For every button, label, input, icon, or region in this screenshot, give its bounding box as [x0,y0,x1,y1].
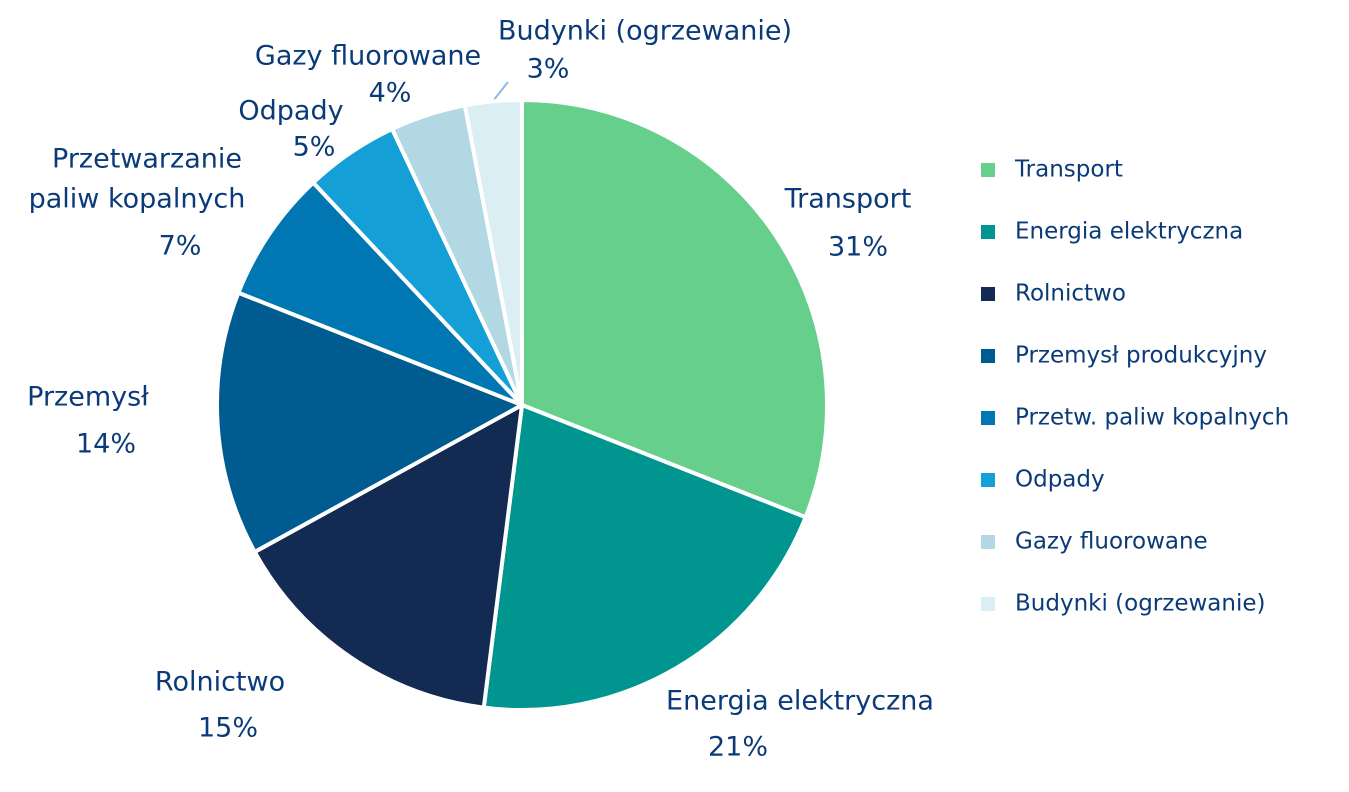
slice-label: Budynki (ogrzewanie) [498,16,792,47]
slice-label: Transport [784,184,912,215]
legend-swatch [981,597,995,611]
legend-label: Rolnictwo [1015,281,1126,307]
legend-swatch [981,411,995,425]
legend-label: Odpady [1015,467,1105,493]
value-label: 15% [198,713,258,744]
pie-slice [481,403,808,712]
legend-swatch [981,287,995,301]
legend-swatch [981,225,995,239]
pie-slice [252,403,524,710]
legend-label: Budynki (ogrzewanie) [1015,591,1265,617]
value-label: 5% [293,132,336,163]
legend-swatch [981,163,995,177]
slice-label: Rolnictwo [155,667,285,698]
legend-label: Energia elektryczna [1015,219,1243,245]
slice-label: Energia elektryczna [666,686,934,717]
pie-slice [236,180,524,407]
pie-slice [462,98,524,407]
pie-slice [520,98,829,520]
slice-label: Przetwarzanie [52,144,242,175]
legend-swatch [981,349,995,363]
value-label: 31% [828,232,888,263]
slice-label: paliw kopalnych [29,184,246,215]
value-label: 14% [76,429,136,460]
legend-label: Transport [1014,157,1123,183]
pie-slice [215,290,524,554]
value-label: 7% [159,231,202,262]
leader-line [492,81,509,102]
value-label: 3% [527,54,570,85]
legend-swatch [981,473,995,487]
legend-label: Gazy fluorowane [1015,529,1208,555]
legend-label: Przetw. paliw kopalnych [1015,405,1289,431]
value-label: 21% [708,732,768,763]
slice-label: Odpady [238,96,343,127]
value-label: 4% [369,78,412,109]
legend-label: Przemysł produkcyjny [1015,343,1267,369]
slice-label: Przemysł [27,382,149,413]
slice-label: Gazy fluorowane [255,41,481,72]
legend-swatch [981,535,995,549]
